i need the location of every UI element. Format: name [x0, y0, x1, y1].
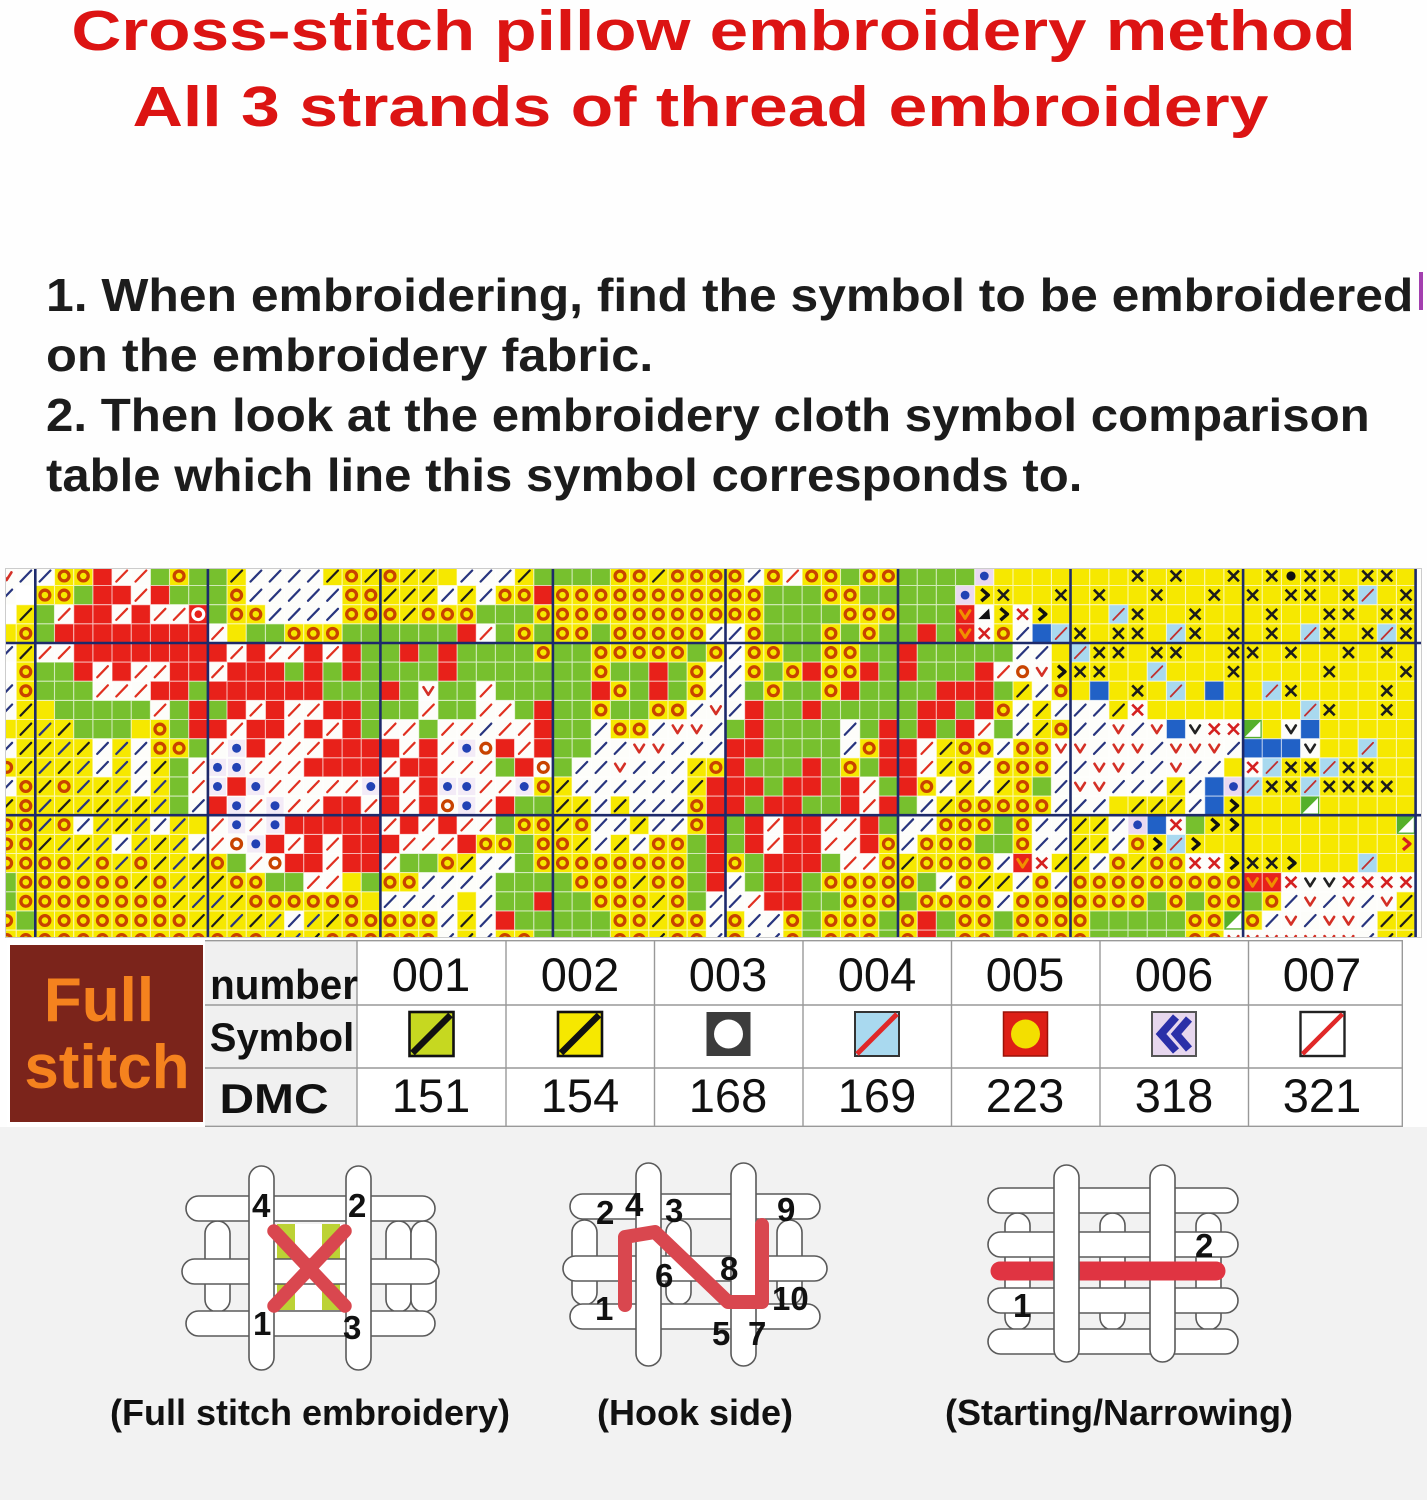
svg-text:9: 9 [777, 1191, 795, 1228]
svg-text:stitch: stitch [24, 1033, 189, 1102]
svg-text:2: 2 [348, 1187, 366, 1224]
svg-text:3: 3 [665, 1192, 683, 1229]
svg-text:7: 7 [748, 1315, 766, 1352]
svg-text:2: 2 [596, 1194, 614, 1231]
svg-text:1: 1 [1013, 1287, 1031, 1324]
svg-text:5: 5 [712, 1315, 730, 1352]
svg-text:1: 1 [253, 1305, 271, 1342]
svg-text:10: 10 [772, 1280, 809, 1317]
svg-text:6: 6 [655, 1257, 673, 1294]
svg-text:8: 8 [720, 1250, 738, 1287]
svg-text:3: 3 [343, 1309, 361, 1346]
svg-text:Full: Full [44, 966, 154, 1035]
svg-text:1: 1 [595, 1290, 613, 1327]
svg-text:4: 4 [625, 1186, 644, 1223]
svg-text:4: 4 [252, 1187, 271, 1224]
svg-text:2: 2 [1195, 1227, 1213, 1264]
